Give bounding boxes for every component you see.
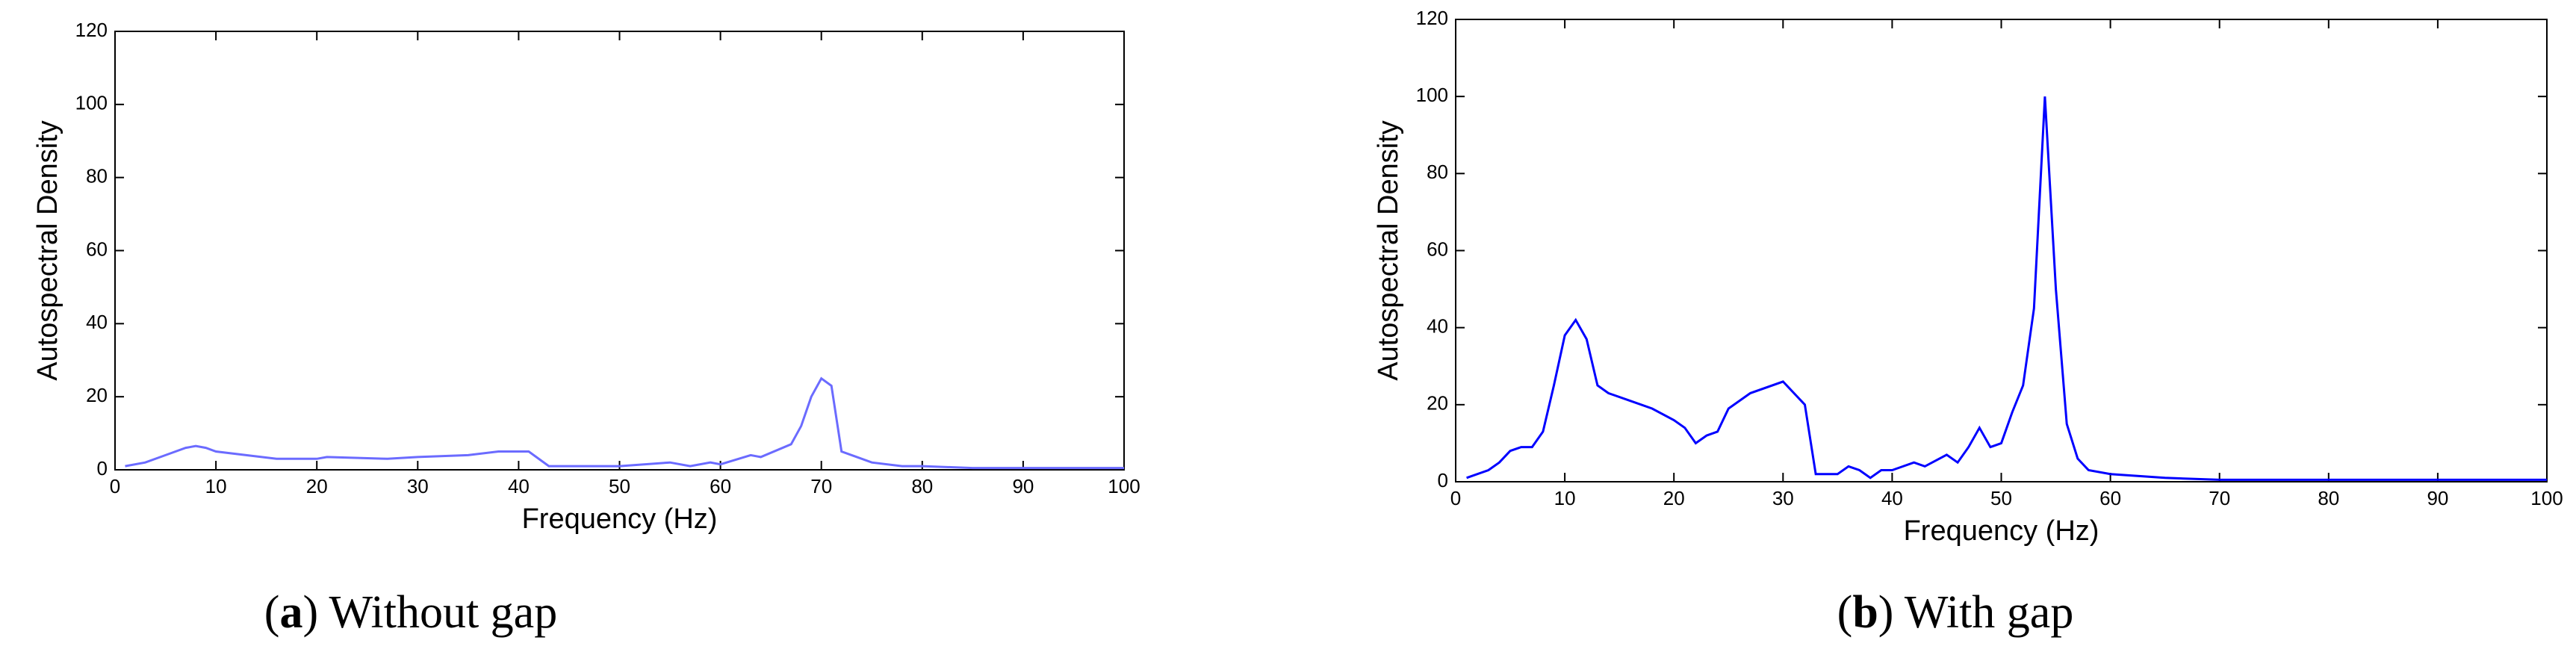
x-tick-label: 10 [1554, 487, 1576, 509]
x-tick-label: 100 [2530, 487, 2563, 509]
caption-part: a [279, 587, 302, 638]
y-tick-label: 0 [1438, 469, 1448, 491]
y-tick-label: 80 [1427, 161, 1448, 183]
x-tick-label: 80 [911, 475, 933, 497]
plot-frame [1455, 19, 2548, 482]
y-tick-label: 60 [1427, 238, 1448, 260]
x-tick-label: 0 [1450, 487, 1461, 509]
y-tick-label: 120 [75, 19, 108, 41]
x-tick-label: 50 [1990, 487, 2012, 509]
y-tick-label: 80 [86, 165, 108, 187]
y-axis-label: Autospectral Density [1373, 120, 1404, 381]
x-tick-label: 80 [2318, 487, 2339, 509]
caption-part: ( [264, 587, 280, 638]
caption-part: ) With gap [1878, 587, 2074, 638]
x-tick-label: 60 [2099, 487, 2121, 509]
x-tick-label: 20 [306, 475, 328, 497]
x-tick-label: 40 [1881, 487, 1903, 509]
y-tick-label: 60 [86, 238, 108, 260]
caption-part: b [1852, 587, 1878, 638]
plot-frame [114, 31, 1125, 471]
y-tick-label: 100 [1416, 84, 1448, 106]
x-tick-label: 90 [1012, 475, 1034, 497]
x-tick-label: 10 [205, 475, 227, 497]
data-line [125, 376, 1124, 470]
data-line [1466, 96, 2547, 481]
x-axis-label: Frequency (Hz) [1904, 515, 2099, 547]
x-tick-label: 50 [609, 475, 630, 497]
x-tick-label: 20 [1663, 487, 1685, 509]
y-tick-label: 20 [86, 384, 108, 406]
chart: 0 10 20 30 40 50 60 70 80 90 100 0 20 40 60 80 100 120 Fre… [1373, 7, 2563, 638]
x-tick-label: 40 [508, 475, 530, 497]
x-axis-label: Frequency (Hz) [522, 503, 718, 535]
y-tick-label: 100 [75, 92, 108, 114]
x-tick-label: 60 [710, 475, 731, 497]
y-tick-label: 40 [1427, 315, 1448, 338]
x-tick-label: 30 [1772, 487, 1794, 509]
y-tick-label: 0 [97, 457, 108, 480]
caption: (b) With gap [1837, 587, 2074, 638]
x-tick-label: 70 [2209, 487, 2230, 509]
caption-part: ( [1837, 587, 1853, 638]
y-tick-label: 120 [1416, 7, 1448, 29]
y-tick-label: 20 [1427, 392, 1448, 415]
x-tick-label: 100 [1108, 475, 1140, 497]
caption: (a) Without gap [264, 587, 557, 638]
chart: 0 10 20 30 40 50 60 70 80 90 100 0 20 40 60 80 100 120 Fre… [32, 19, 1140, 638]
y-axis-label: Autospectral Density [32, 120, 63, 381]
y-tick-label: 40 [86, 311, 108, 333]
x-tick-label: 30 [407, 475, 429, 497]
caption-part: ) Without gap [302, 587, 557, 638]
x-tick-label: 0 [110, 475, 120, 497]
x-tick-label: 70 [810, 475, 832, 497]
x-tick-label: 90 [2427, 487, 2448, 509]
